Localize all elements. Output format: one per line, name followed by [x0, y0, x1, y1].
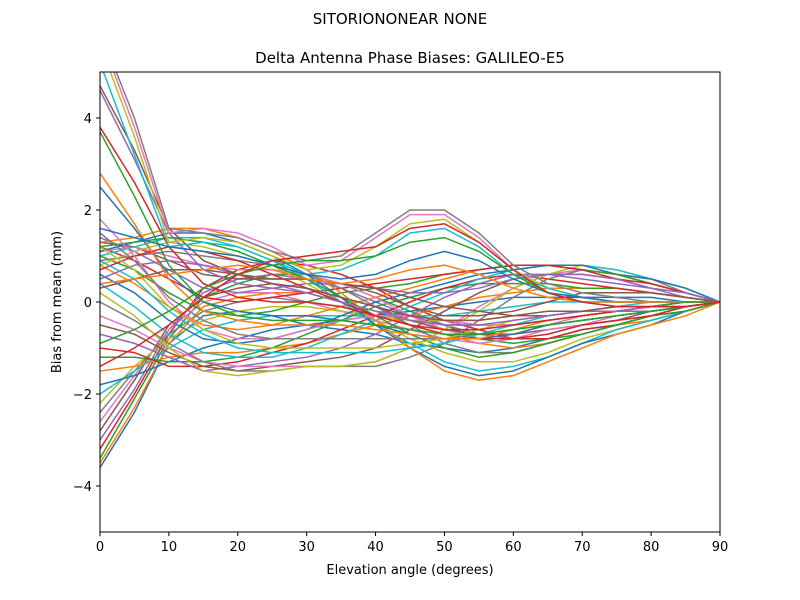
x-tick-label: 60 — [505, 540, 522, 555]
x-tick-label: 20 — [230, 540, 247, 555]
series-line-26 — [100, 241, 720, 317]
chart-title: Delta Antenna Phase Biases: GALILEO-E5 — [255, 49, 565, 67]
x-tick-label: 50 — [436, 540, 453, 555]
series-line-48 — [115, 72, 720, 303]
x-tick-label: 10 — [161, 540, 178, 555]
x-tick-label: 0 — [96, 540, 104, 555]
y-tick-label: 0 — [84, 296, 92, 311]
y-tick-label: −2 — [73, 388, 92, 403]
y-axis-ticks: −4 −2 0 2 4 — [73, 112, 100, 495]
y-tick-label: 4 — [84, 112, 92, 127]
y-tick-label: −4 — [73, 480, 92, 495]
x-tick-label: 40 — [367, 540, 384, 555]
y-axis-label: Bias from mean (mm) — [50, 231, 65, 373]
x-tick-label: 80 — [643, 540, 660, 555]
series-layer — [100, 72, 720, 468]
series-line-43 — [100, 131, 720, 335]
x-axis-label: Elevation angle (degrees) — [326, 563, 493, 578]
y-tick-label: 2 — [84, 204, 92, 219]
x-tick-label: 70 — [574, 540, 591, 555]
series-line-54 — [100, 223, 720, 368]
chart-suptitle: SITORIONONEAR NONE — [313, 10, 487, 28]
series-line-52 — [100, 264, 720, 303]
series-line-50 — [102, 72, 720, 303]
x-tick-label: 90 — [712, 540, 729, 555]
x-tick-label: 30 — [298, 540, 315, 555]
x-axis-ticks: 0 10 20 30 40 50 60 70 80 90 — [96, 532, 728, 555]
